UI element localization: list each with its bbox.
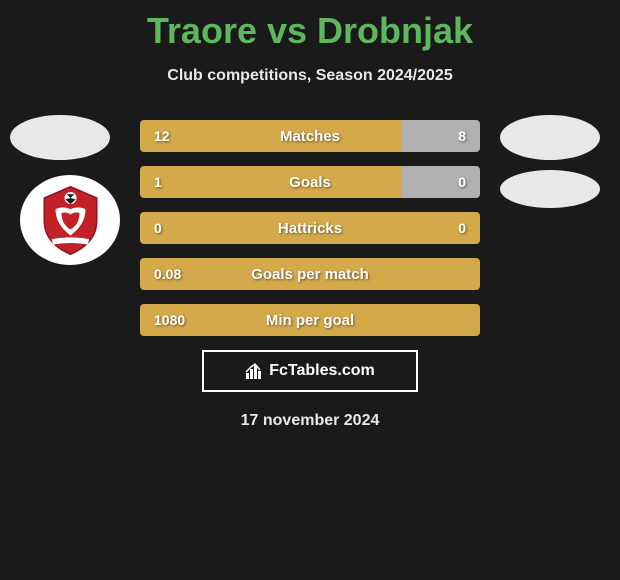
club-logo-left: [20, 175, 120, 265]
stat-right-value: 0: [458, 174, 466, 190]
stat-label: Matches: [280, 128, 340, 145]
attribution-badge[interactable]: FcTables.com: [202, 350, 418, 392]
player-right-avatar-2: [500, 170, 600, 208]
date-text: 17 november 2024: [0, 412, 620, 430]
stat-right-value: 8: [458, 128, 466, 144]
chart-icon: [245, 362, 263, 380]
stat-row-content: 12 Matches 8: [140, 120, 480, 152]
stat-row-content: 1080 Min per goal: [140, 304, 480, 336]
stat-label: Min per goal: [266, 312, 354, 329]
stat-left-value: 0: [154, 220, 162, 236]
page-title: Traore vs Drobnjak: [0, 10, 620, 52]
player-left-avatar: [10, 115, 110, 160]
stat-row-content: 0.08 Goals per match: [140, 258, 480, 290]
stat-row: 0.08 Goals per match: [140, 258, 480, 290]
stat-row-content: 1 Goals 0: [140, 166, 480, 198]
subtitle: Club competitions, Season 2024/2025: [0, 67, 620, 85]
stat-row: 1080 Min per goal: [140, 304, 480, 336]
attribution-text: FcTables.com: [269, 362, 375, 380]
stat-row: 1 Goals 0: [140, 166, 480, 198]
stat-row: 0 Hattricks 0: [140, 212, 480, 244]
stats-table: 12 Matches 8 1 Goals 0 0 Hattricks 0 0.08 Goals pe…: [140, 120, 480, 336]
stat-row-content: 0 Hattricks 0: [140, 212, 480, 244]
stat-right-value: 0: [458, 220, 466, 236]
stat-left-value: 1: [154, 174, 162, 190]
stat-label: Goals: [289, 174, 331, 191]
shield-icon: [33, 183, 108, 258]
stat-left-value: 1080: [154, 312, 185, 328]
stat-row: 12 Matches 8: [140, 120, 480, 152]
stat-label: Hattricks: [278, 220, 342, 237]
stat-left-value: 12: [154, 128, 170, 144]
stat-label: Goals per match: [251, 266, 369, 283]
player-right-avatar: [500, 115, 600, 160]
comparison-container: Traore vs Drobnjak Club competitions, Se…: [0, 0, 620, 440]
stat-left-value: 0.08: [154, 266, 181, 282]
